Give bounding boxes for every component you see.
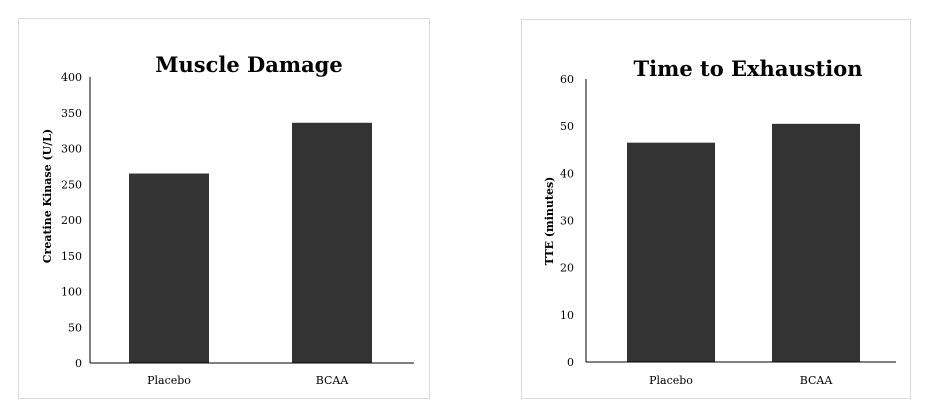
- bar: [292, 122, 372, 363]
- y-tick-label: 200: [61, 214, 82, 227]
- y-tick-label: 100: [61, 286, 82, 299]
- y-tick-label: 400: [61, 71, 82, 84]
- y-tick-label: 60: [560, 73, 574, 86]
- bar: [627, 142, 715, 362]
- x-category-label: Placebo: [649, 374, 693, 387]
- bar: [129, 173, 209, 363]
- y-tick-label: 150: [61, 250, 82, 263]
- y-tick-label: 0: [75, 357, 82, 370]
- time-to-exhaustion-chart: Time to Exhaustion TTE (minutes) 0 10 20 30…: [543, 56, 896, 387]
- x-axis-categories: Placebo BCAA: [147, 374, 349, 387]
- chart-title: Muscle Damage: [155, 52, 342, 77]
- muscle-damage-chart-panel: Muscle Damage Creatine Kinase (U/L) 0 50 1…: [18, 18, 430, 399]
- x-category-label: BCAA: [800, 374, 834, 387]
- bars: [627, 123, 860, 362]
- y-tick-label: 50: [68, 321, 82, 334]
- y-tick-label: 250: [61, 178, 82, 191]
- bar: [772, 123, 860, 362]
- y-tick-label: 350: [61, 107, 82, 120]
- x-category-label: Placebo: [147, 374, 191, 387]
- y-tick-label: 300: [61, 143, 82, 156]
- y-tick-label: 40: [560, 167, 574, 180]
- bars: [129, 122, 372, 363]
- y-axis-title: TTE (minutes): [543, 177, 556, 266]
- x-category-label: BCAA: [316, 374, 350, 387]
- y-tick-label: 20: [560, 262, 574, 275]
- chart-title: Time to Exhaustion: [634, 56, 863, 81]
- muscle-damage-chart: Muscle Damage Creatine Kinase (U/L) 0 50 1…: [41, 52, 414, 387]
- y-axis-ticks: 0 10 20 30 40 50 60: [560, 73, 574, 369]
- y-tick-label: 10: [560, 309, 574, 322]
- y-axis-ticks: 0 50 100 150 200 250 300 350 400: [61, 71, 82, 370]
- time-to-exhaustion-chart-panel: Time to Exhaustion TTE (minutes) 0 10 20 30…: [521, 19, 911, 399]
- x-axis-categories: Placebo BCAA: [649, 374, 833, 387]
- y-tick-label: 50: [560, 120, 574, 133]
- y-axis-title: Creatine Kinase (U/L): [41, 129, 54, 263]
- y-tick-label: 0: [567, 356, 574, 369]
- y-tick-label: 30: [560, 215, 574, 228]
